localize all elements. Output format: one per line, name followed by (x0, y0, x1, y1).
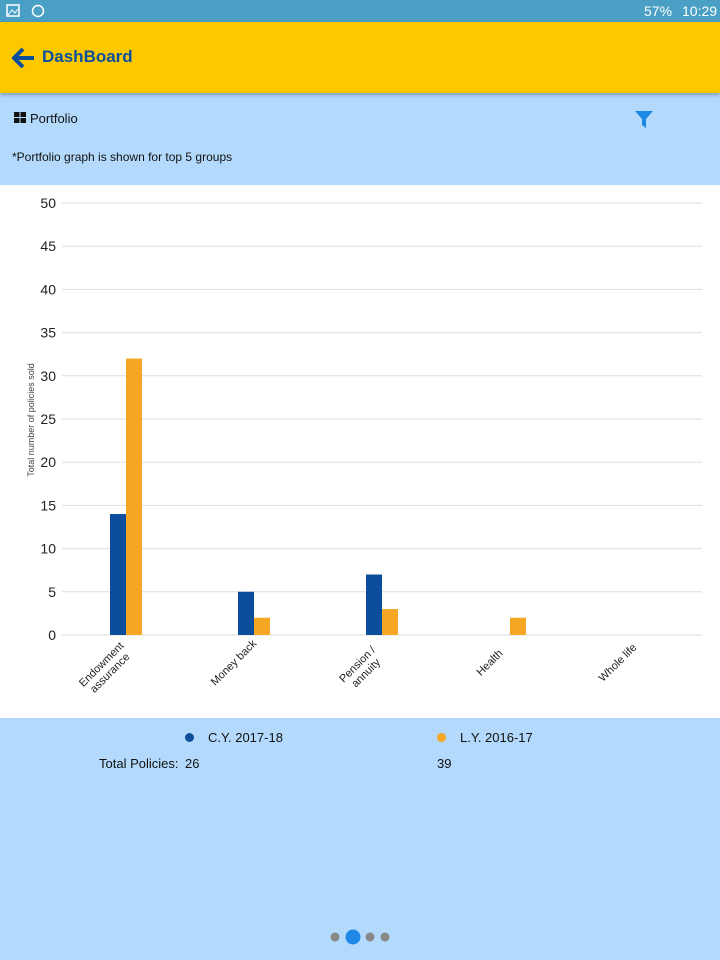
total-value: 39 (437, 756, 452, 771)
chart: Total number of policies sold 0 5 10 15 20 25… (26, 195, 702, 643)
battery: 57% (644, 3, 673, 19)
y-tick-label: 30 (40, 368, 56, 384)
bar (110, 514, 126, 635)
status-bar: 57% 10:29 (0, 0, 720, 22)
y-tick-label: 20 (40, 454, 56, 470)
y-tick-label: 50 (40, 195, 56, 211)
status-icons (6, 4, 45, 18)
y-tick-label: 0 (48, 627, 56, 643)
legend-marker (437, 733, 446, 742)
bar (382, 609, 398, 635)
y-tick-label: 40 (40, 281, 56, 297)
back-button[interactable] (12, 47, 36, 69)
clock: 10:29 (682, 3, 718, 19)
totals-label: Total Policies: (99, 756, 179, 771)
y-tick-label: 45 (40, 238, 56, 254)
legend-label: C.Y. 2017-18 (208, 730, 283, 745)
legend-marker (185, 733, 194, 742)
bar (510, 617, 526, 635)
filter-button[interactable] (634, 110, 654, 130)
page-indicator (330, 929, 390, 945)
bar (238, 591, 254, 635)
bar (254, 617, 270, 635)
section-title: Portfolio (30, 111, 78, 126)
grid-icon (14, 112, 26, 123)
y-tick-label: 10 (40, 541, 56, 557)
bar (126, 358, 142, 635)
legend-label: L.Y. 2016-17 (460, 730, 533, 745)
note: *Portfolio graph is shown for top 5 grou… (12, 150, 233, 164)
total-value: 26 (185, 756, 200, 771)
title: DashBoard (42, 47, 133, 66)
app-bar: DashBoard (0, 22, 720, 93)
y-tick-label: 25 (40, 411, 56, 427)
y-tick-label: 35 (40, 325, 56, 341)
y-axis-label: Total number of policies sold (26, 363, 36, 477)
bar (366, 574, 382, 635)
chart-panel: Total number of policies sold 0 5 10 15 20 25… (0, 185, 720, 718)
legend: C.Y. 2017-18 L.Y. 2016-17 (0, 718, 720, 798)
y-tick-label: 15 (40, 497, 56, 513)
y-tick-label: 5 (48, 584, 56, 600)
